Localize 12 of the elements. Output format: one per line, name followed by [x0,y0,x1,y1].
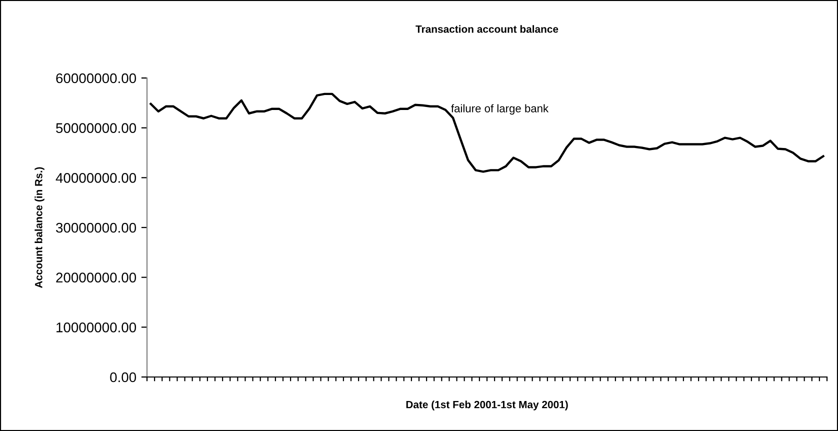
y-tick-label: 50000000.00 [56,123,136,134]
y-tick-label: 40000000.00 [56,173,136,183]
chart-title: Transaction account balance [416,25,558,33]
y-tick-label: 30000000.00 [56,222,136,233]
y-tick-label: 0.00 [110,372,136,382]
line-series [150,92,824,173]
y-tick-label: 20000000.00 [56,272,136,283]
annotation: failure of large bank [451,104,549,115]
y-axis-title: Account balance (in Rs.) [34,167,44,288]
y-tick-label: 60000000.00 [56,73,136,84]
x-axis-title: Date (1st Feb 2001-1st May 2001) [406,400,568,410]
y-tick-label: 10000000.00 [56,322,136,332]
